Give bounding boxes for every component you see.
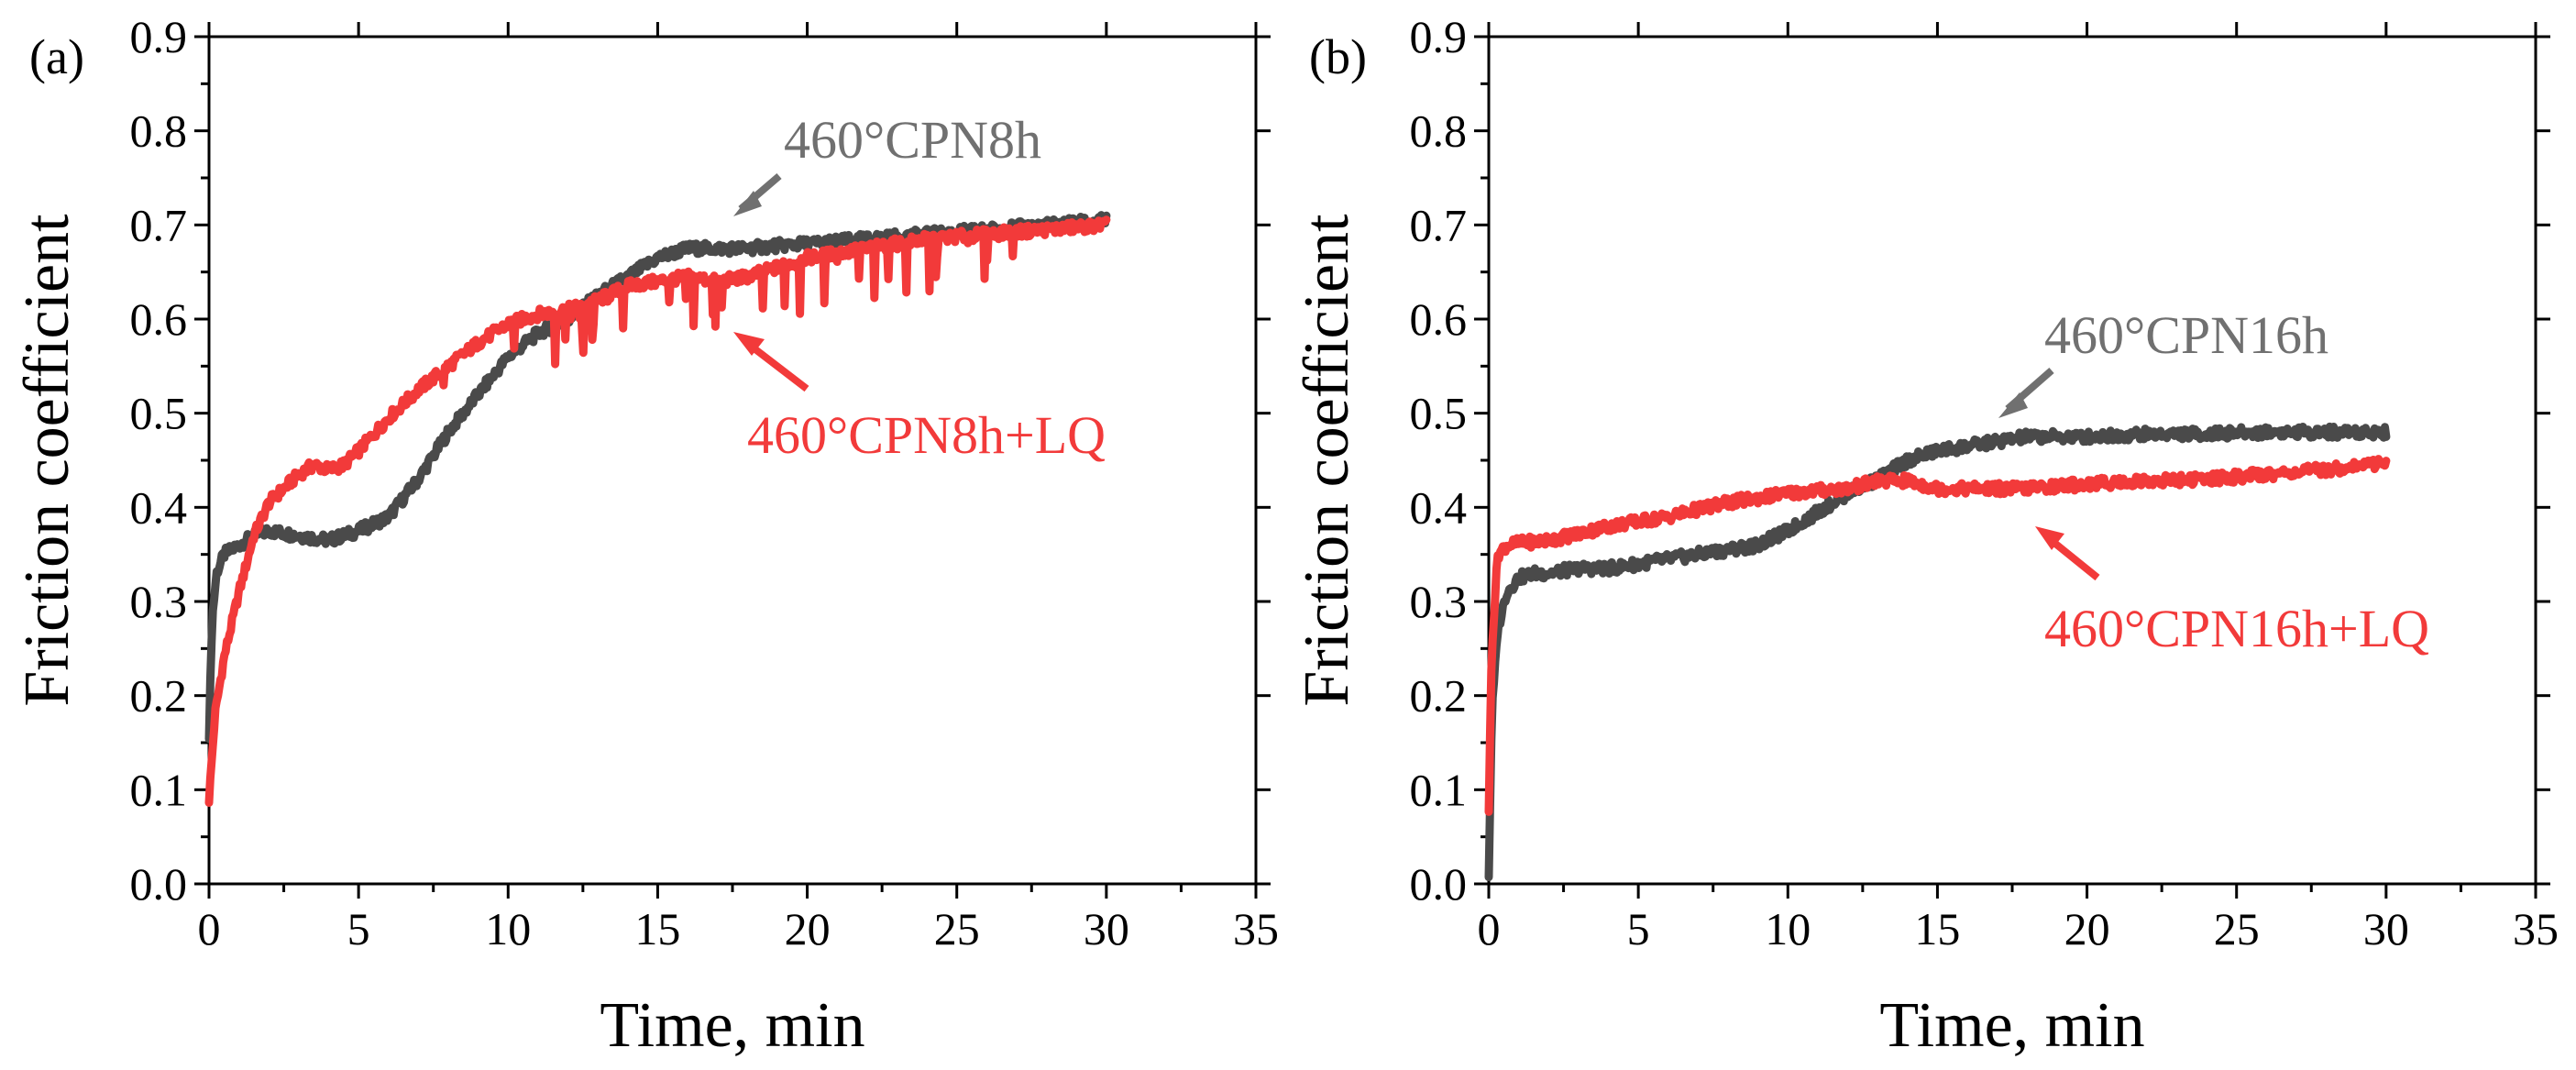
y-tick-label-a: 0.3 <box>130 576 188 627</box>
panel-label-b: (b) <box>1309 29 1367 84</box>
x-tick-label-b: 35 <box>2513 903 2559 954</box>
y-tick-label-a: 0.2 <box>130 670 188 722</box>
annotation-label-red-a: 460°CPN8h+LQ <box>747 405 1106 465</box>
x-tick-label-a: 5 <box>347 903 370 954</box>
y-tick-label-a: 0.9 <box>130 11 188 62</box>
x-tick-label-b: 20 <box>2064 903 2110 954</box>
y-tick-label-a: 0.7 <box>130 199 188 250</box>
y-tick-label-b: 0.4 <box>1410 481 1468 533</box>
y-tick-label-a: 0.1 <box>130 764 188 815</box>
series-line-a-red <box>204 215 1111 807</box>
chart-panel-b: (b) 0 5 10 15 20 25 30 350.00.10.20.30.40.50.60… <box>1292 11 2559 1061</box>
x-tick-label-b: 10 <box>1765 903 1811 954</box>
annotation-label-gray-a: 460°CPN8h <box>784 110 1041 170</box>
y-axis-title-b: Friction coefficient <box>1292 214 1362 707</box>
x-tick-label-b: 15 <box>1914 903 1960 954</box>
x-tick-label-a: 35 <box>1233 903 1279 954</box>
annotation-label-red-b: 460°CPN16h+LQ <box>2044 599 2429 658</box>
x-tick-label-a: 30 <box>1084 903 1129 954</box>
tick-labels-b: 0 5 10 15 20 25 30 35 0.0 0.1 0.2 0.3 0.4 0.5 0.6 0.7 0.… <box>1410 11 2559 954</box>
tick-labels-a: 0 5 10 15 20 25 30 35 0.0 0.1 0.2 0.3 0.4 0.5 0.6 0.7 0.… <box>130 11 1280 954</box>
annotation-arrowhead-gray-a <box>733 191 762 216</box>
y-tick-label-b: 0.5 <box>1410 388 1468 439</box>
y-tick-label-b: 0.6 <box>1410 293 1468 345</box>
annotation-label-gray-b: 460°CPN16h <box>2044 305 2328 365</box>
chart-panel-a: (a) 0 5 10 15 20 25 30 350.00.10.20.30.40.50.60… <box>12 11 1279 1061</box>
annotation-arrowhead-red-a <box>733 332 765 356</box>
y-tick-label-b: 0.1 <box>1410 764 1468 815</box>
annotation-arrowhead-red-b <box>2035 526 2064 550</box>
y-tick-label-b: 0.7 <box>1410 199 1468 250</box>
tick-group-a <box>194 22 1271 899</box>
series-group-b <box>1484 422 2391 882</box>
series-line-b-gray <box>1484 422 2391 882</box>
panel-label-a: (a) <box>29 29 84 84</box>
y-tick-label-a: 0.4 <box>130 481 188 533</box>
x-axis-title-a: Time, min <box>600 990 864 1061</box>
y-tick-label-b: 0.3 <box>1410 576 1468 627</box>
y-axis-title-a: Friction coefficient <box>12 214 83 707</box>
x-tick-label-b: 30 <box>2363 903 2409 954</box>
x-tick-label-b: 0 <box>1478 903 1501 954</box>
series-line-b-red <box>1484 455 2391 816</box>
x-tick-label-a: 15 <box>634 903 680 954</box>
y-tick-label-a: 0.0 <box>130 858 188 910</box>
annotation-arrow-shaft-red-a <box>749 343 809 392</box>
series-line-a-gray <box>204 211 1111 744</box>
y-tick-label-b: 0.9 <box>1410 11 1468 62</box>
y-tick-label-a: 0.8 <box>130 105 188 157</box>
y-tick-label-b: 0.8 <box>1410 105 1468 157</box>
y-tick-label-a: 0.5 <box>130 388 188 439</box>
series-group-a <box>204 211 1111 807</box>
tick-group-b <box>1474 22 2550 899</box>
x-tick-label-a: 10 <box>485 903 531 954</box>
x-axis-title-b: Time, min <box>1879 990 2144 1061</box>
annotation-arrow-shaft-red-b <box>2047 535 2100 581</box>
x-tick-label-a: 0 <box>198 903 221 954</box>
x-tick-label-a: 25 <box>934 903 980 954</box>
x-tick-label-a: 20 <box>785 903 831 954</box>
x-tick-label-b: 25 <box>2214 903 2260 954</box>
y-tick-label-a: 0.6 <box>130 293 188 345</box>
annotation-arrowhead-gray-b <box>1998 392 2028 418</box>
x-tick-label-b: 5 <box>1627 903 1650 954</box>
y-tick-label-b: 0.0 <box>1410 858 1468 910</box>
y-tick-label-b: 0.2 <box>1410 670 1468 722</box>
